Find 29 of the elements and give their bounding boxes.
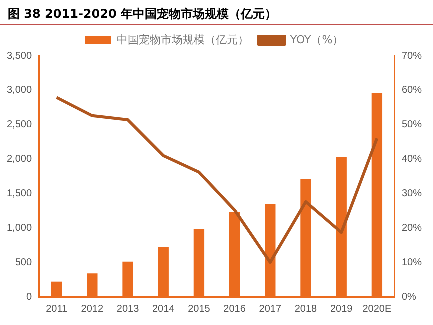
- y2-tick-label: 30%: [402, 188, 422, 200]
- y2-tick-label: 20%: [402, 222, 422, 234]
- y-tick-label: 2,500: [6, 120, 32, 131]
- y2-tick-label: 50%: [402, 120, 422, 131]
- legend-label: YOY（%）: [289, 33, 344, 46]
- y-tick-label: 3,500: [6, 50, 32, 62]
- x-tick-label: 2019: [330, 304, 354, 315]
- x-tick-label: 2020E: [362, 304, 392, 315]
- x-tick-label: 2018: [294, 304, 318, 315]
- legend-label: 中国宠物市场规模（亿元）: [116, 33, 249, 46]
- y2-tick-label: 0%: [402, 292, 417, 303]
- x-tick-label: 2012: [81, 304, 104, 315]
- x-tick-label: 2014: [152, 304, 176, 315]
- y2-tick-label: 10%: [402, 257, 422, 268]
- chart-title: 图 38 2011-2020 年中国宠物市场规模（亿元）: [0, 0, 433, 25]
- y-tick-label: 1,000: [6, 222, 32, 234]
- y-tick-label: 500: [15, 257, 32, 268]
- y2-tick-label: 70%: [402, 50, 422, 62]
- x-tick-label: 2011: [46, 304, 68, 315]
- x-tick-label: 2016: [224, 304, 246, 315]
- y2-tick-label: 60%: [402, 85, 422, 96]
- y-tick-label: 3,000: [6, 85, 32, 96]
- y-tick-label: 2,000: [6, 154, 32, 166]
- y-tick-label: 0: [26, 292, 32, 303]
- x-tick-label: 2017: [259, 304, 282, 315]
- x-tick-label: 2013: [116, 304, 140, 315]
- y-tick-label: 1,500: [6, 188, 32, 200]
- y2-tick-label: 40%: [402, 154, 422, 166]
- x-tick-label: 2015: [188, 304, 211, 315]
